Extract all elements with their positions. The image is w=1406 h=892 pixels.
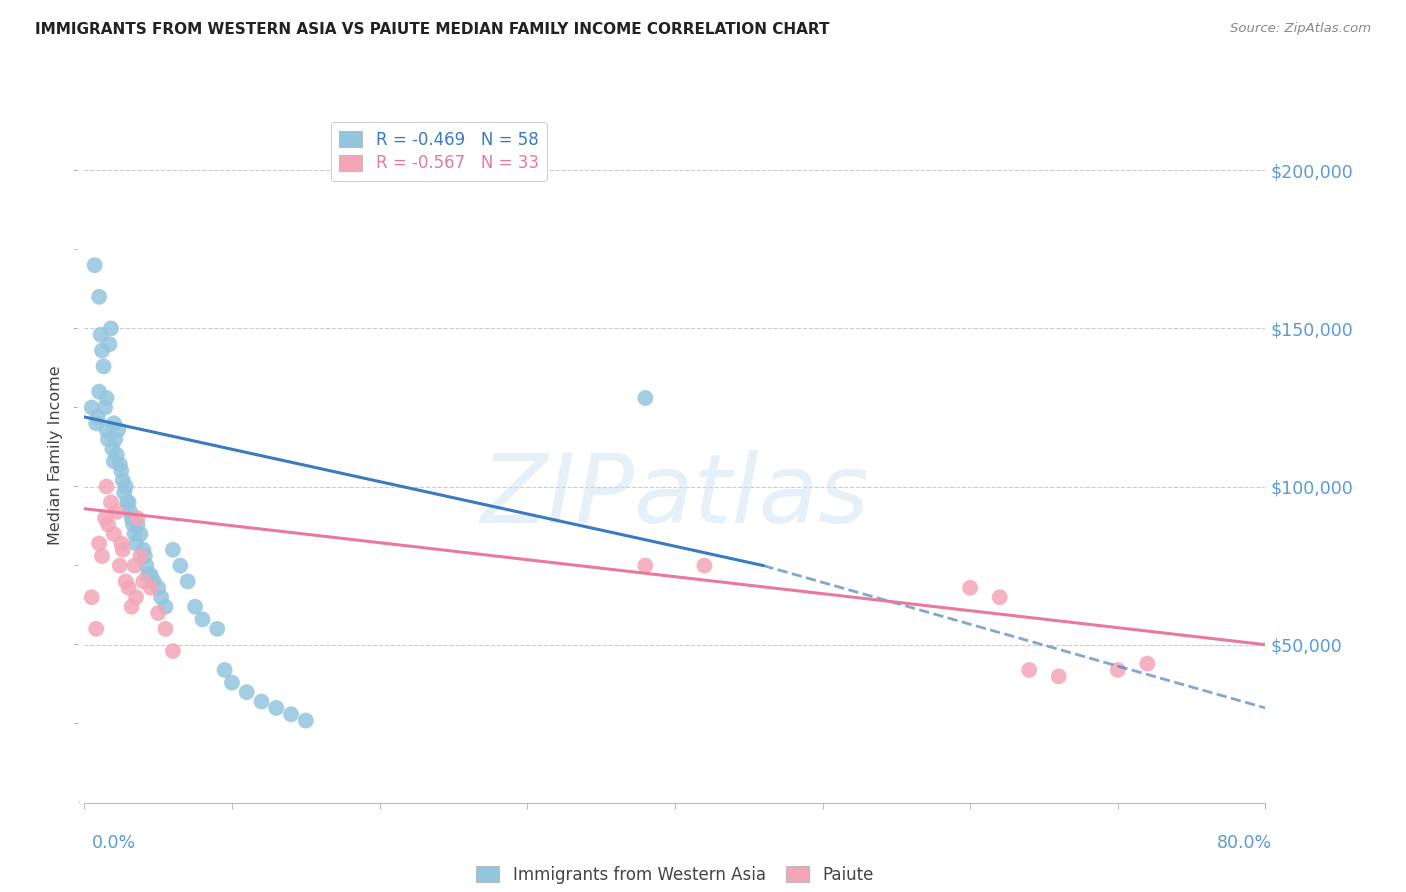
Point: [127, 511, 149, 525]
Point: [110, 464, 132, 478]
Point: [111, 473, 134, 487]
Point: [169, 558, 191, 573]
Point: [93, 359, 115, 374]
Point: [120, 505, 142, 519]
Point: [97, 432, 120, 446]
Point: [135, 558, 157, 573]
Point: [104, 432, 127, 446]
Point: [94, 511, 117, 525]
Point: [103, 454, 125, 468]
Point: [162, 542, 184, 557]
Point: [114, 479, 136, 493]
Point: [103, 417, 125, 431]
Point: [96, 391, 118, 405]
Point: [80, 401, 103, 415]
Point: [96, 479, 118, 493]
Point: [94, 401, 117, 415]
Point: [84, 622, 107, 636]
Point: [101, 442, 124, 456]
Point: [280, 707, 302, 722]
Point: [139, 568, 162, 582]
Text: IMMIGRANTS FROM WESTERN ASIA VS PAIUTE MEDIAN FAMILY INCOME CORRELATION CHART: IMMIGRANTS FROM WESTERN ASIA VS PAIUTE M…: [35, 22, 830, 37]
Point: [134, 549, 156, 563]
Point: [112, 486, 135, 500]
Point: [150, 591, 173, 605]
Point: [83, 258, 105, 272]
Point: [214, 663, 236, 677]
Point: [155, 622, 177, 636]
Point: [125, 591, 148, 605]
Point: [205, 622, 228, 636]
Point: [110, 536, 132, 550]
Point: [634, 558, 657, 573]
Point: [236, 685, 259, 699]
Point: [90, 327, 112, 342]
Point: [108, 558, 131, 573]
Point: [988, 591, 1011, 605]
Point: [221, 675, 243, 690]
Point: [132, 574, 155, 589]
Point: [693, 558, 716, 573]
Point: [115, 495, 138, 509]
Point: [84, 417, 107, 431]
Point: [1107, 663, 1129, 677]
Point: [148, 581, 170, 595]
Text: Source: ZipAtlas.com: Source: ZipAtlas.com: [1230, 22, 1371, 36]
Point: [124, 558, 146, 573]
Point: [107, 423, 129, 437]
Point: [89, 384, 111, 399]
Point: [122, 517, 145, 532]
Point: [142, 574, 165, 589]
Point: [959, 581, 981, 595]
Point: [80, 591, 103, 605]
Point: [108, 458, 131, 472]
Point: [98, 337, 121, 351]
Point: [96, 423, 118, 437]
Point: [91, 549, 114, 563]
Point: [162, 644, 184, 658]
Legend: Immigrants from Western Asia, Paiute: Immigrants from Western Asia, Paiute: [468, 857, 882, 892]
Point: [111, 542, 134, 557]
Point: [89, 290, 111, 304]
Point: [97, 517, 120, 532]
Point: [100, 495, 122, 509]
Point: [114, 574, 136, 589]
Point: [100, 321, 122, 335]
Point: [118, 581, 141, 595]
Text: ZIPatlas: ZIPatlas: [481, 450, 869, 543]
Point: [127, 517, 149, 532]
Point: [136, 568, 159, 582]
Point: [184, 599, 207, 614]
Point: [124, 527, 146, 541]
Point: [155, 599, 177, 614]
Text: 0.0%: 0.0%: [91, 834, 135, 852]
Point: [1018, 663, 1040, 677]
Point: [121, 511, 143, 525]
Point: [125, 536, 148, 550]
Point: [139, 581, 162, 595]
Point: [264, 701, 288, 715]
Point: [148, 606, 170, 620]
Point: [103, 527, 125, 541]
Y-axis label: Median Family Income: Median Family Income: [48, 365, 63, 545]
Point: [1136, 657, 1159, 671]
Point: [121, 599, 143, 614]
Point: [177, 574, 200, 589]
Point: [295, 714, 318, 728]
Point: [91, 343, 114, 358]
Point: [129, 527, 152, 541]
Point: [118, 495, 141, 509]
Point: [191, 612, 214, 626]
Point: [132, 542, 155, 557]
Point: [1047, 669, 1070, 683]
Text: 80.0%: 80.0%: [1218, 834, 1272, 852]
Point: [105, 448, 128, 462]
Point: [89, 536, 111, 550]
Point: [129, 549, 152, 563]
Point: [250, 695, 273, 709]
Point: [634, 391, 657, 405]
Point: [86, 409, 108, 424]
Point: [105, 505, 128, 519]
